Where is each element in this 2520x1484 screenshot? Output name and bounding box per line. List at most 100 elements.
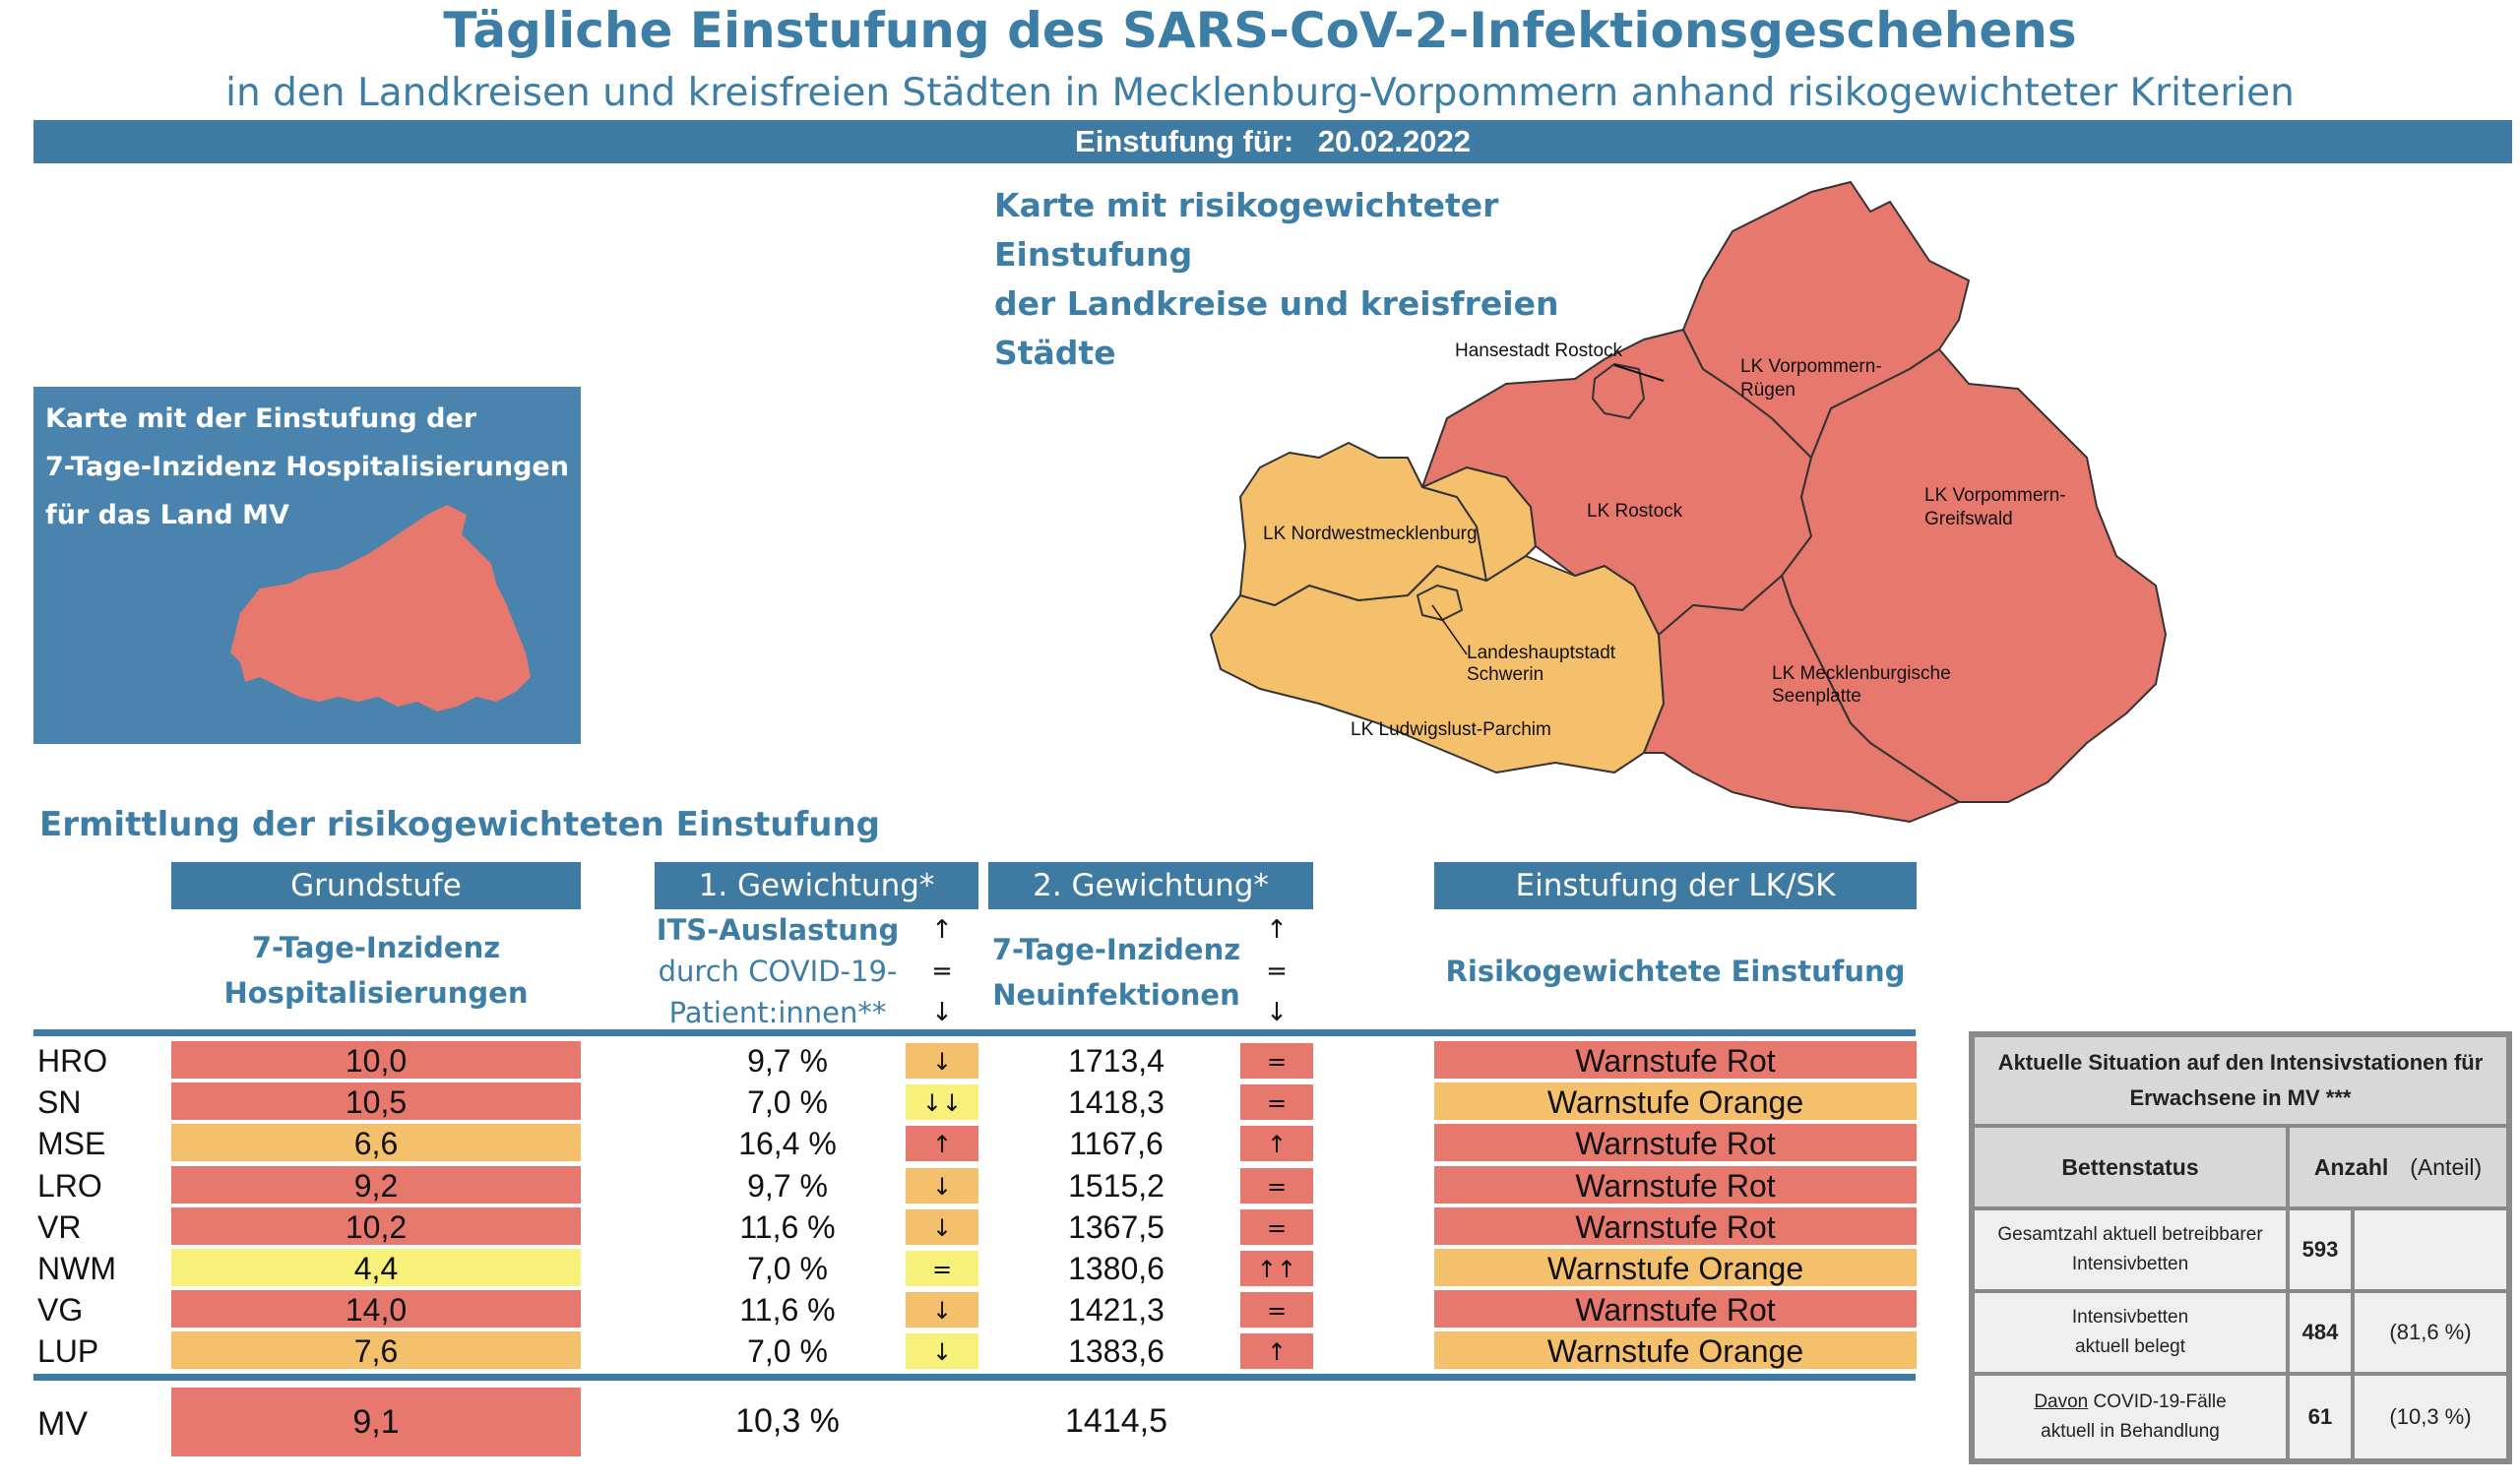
row-warnstufe: Warnstufe Rot	[1434, 1124, 1917, 1161]
icu-title: Aktuelle Situation auf den Intensivstati…	[1975, 1037, 2506, 1124]
row-its-value: 7,0 %	[747, 1084, 828, 1120]
inset-line2: 7-Tage-Inzidenz Hospitalisierungen	[45, 452, 569, 482]
row-its-trend: ↓	[906, 1209, 978, 1245]
row-warnstufe: Warnstufe Rot	[1434, 1290, 1917, 1328]
row-grundstufe-value: 10,0	[171, 1041, 581, 1079]
row-grundstufe-value: 9,2	[171, 1166, 581, 1204]
row-its-value: 16,4 %	[738, 1126, 837, 1161]
legend-inz-down: ↓	[1266, 998, 1288, 1027]
map-region-mse[interactable]	[1643, 575, 1960, 823]
icu-row3-label-1b: COVID-19-Fälle	[2088, 1391, 2227, 1412]
row-code: MSE	[37, 1126, 106, 1161]
row-inzidenz-trend: =	[1240, 1043, 1313, 1079]
row-code: NWM	[37, 1251, 116, 1286]
icu-title-2: Erwachsene in MV ***	[2129, 1085, 2352, 1110]
row-grundstufe-value: 4,4	[171, 1249, 581, 1286]
total-grund: 9,1	[171, 1388, 581, 1456]
map-label-vg-2: Greifswald	[1924, 509, 2013, 529]
inset-map	[230, 505, 531, 711]
icu-table: Aktuelle Situation auf den Intensivstati…	[1969, 1031, 2512, 1464]
row-its-trend: ↓	[906, 1168, 978, 1204]
map-region-hro[interactable]	[1592, 363, 1645, 419]
date-value: 20.02.2022	[1317, 124, 1471, 158]
row-warnstufe: Warnstufe Rot	[1434, 1166, 1917, 1204]
icu-row1-label-1: Gesamtzahl aktuell betreibbarer	[1997, 1224, 2263, 1245]
row-warnstufe: Warnstufe Rot	[1434, 1207, 1917, 1245]
inset-line3: für das Land MV	[45, 500, 289, 530]
row-inzidenz-trend: =	[1240, 1292, 1313, 1328]
row-its-value: 11,6 %	[739, 1292, 836, 1328]
map-label-vr-2: Rügen	[1740, 380, 1796, 401]
page-title: Tägliche Einstufung des SARS-CoV-2-Infek…	[443, 2, 2077, 59]
icu-col-header: Anzahl (Anteil)	[2290, 1128, 2506, 1206]
inset-line1: Karte mit der Einstufung der	[45, 403, 477, 434]
row-grundstufe-value: 10,2	[171, 1207, 581, 1245]
row-inzidenz-value: 1383,6	[1068, 1333, 1165, 1369]
icu-row3-label: Davon COVID-19-Fälle aktuell in Behandlu…	[1975, 1376, 2286, 1458]
row-inzidenz-trend: =	[1240, 1084, 1313, 1120]
total-its: 10,3 %	[735, 1402, 840, 1440]
total-code: MV	[37, 1405, 88, 1443]
subhead-its-1: ITS-Auslastung	[656, 913, 900, 947]
map-heading-line1: Karte mit risikogewichteter Einstufung	[994, 186, 1499, 274]
row-code: HRO	[37, 1043, 108, 1079]
inset-panel: Karte mit der Einstufung der 7-Tage-Inzi…	[33, 387, 581, 744]
row-code: VG	[37, 1292, 84, 1328]
district-map: Hansestadt Rostock LK Vorpommern- Rügen …	[1210, 181, 2167, 823]
icu-row2-label-1: Intensivbetten	[2071, 1307, 2189, 1328]
page-subtitle: in den Landkreisen und kreisfreien Städt…	[225, 71, 2295, 115]
date-label: Einstufung für:	[1075, 124, 1294, 158]
icu-row3-label-1a: Davon	[2034, 1391, 2089, 1412]
inset-map-shape	[230, 505, 531, 711]
col-header-g1: 1. Gewichtung*	[655, 862, 978, 909]
map-label-lup: LK Ludwigslust-Parchim	[1351, 719, 1551, 740]
col-header-g2: 2. Gewichtung*	[988, 862, 1313, 909]
icu-row2-label-2: aktuell belegt	[2075, 1336, 2185, 1357]
row-inzidenz-trend: =	[1240, 1209, 1313, 1245]
legend-its-down: ↓	[931, 998, 953, 1027]
map-label-sn-1: Landeshauptstadt	[1467, 643, 1616, 663]
legend-inz-up: ↑	[1266, 915, 1288, 945]
icu-row2-anzahl: 484	[2290, 1293, 2351, 1372]
row-its-trend: ↓	[906, 1333, 978, 1369]
icu-title-1: Aktuelle Situation auf den Intensivstati…	[1997, 1050, 2484, 1075]
row-code: SN	[37, 1084, 82, 1120]
icu-row3-anteil: (10,3 %)	[2355, 1376, 2506, 1458]
calc-heading: Ermittlung der risikogewichteten Einstuf…	[39, 805, 881, 844]
icu-row1-label-2: Intensivbetten	[2071, 1254, 2189, 1274]
subhead-grund: 7-Tage-Inzidenz Hospitalisierungen	[171, 925, 581, 1016]
map-label-sn-2: Schwerin	[1467, 664, 1544, 685]
map-region-vr[interactable]	[1682, 181, 1970, 459]
subhead-risk: Risikogewichtete Einstufung	[1445, 955, 1906, 988]
icu-row2-anteil: (81,6 %)	[2355, 1293, 2506, 1372]
row-its-trend: ↓	[906, 1043, 978, 1079]
map-label-nwm: LK Nordwestmecklenburg	[1263, 524, 1478, 544]
row-its-trend: ↓↓	[906, 1084, 978, 1120]
row-inzidenz-value: 1380,6	[1068, 1251, 1165, 1286]
row-code: LRO	[37, 1168, 102, 1204]
row-warnstufe: Warnstufe Orange	[1434, 1249, 1917, 1286]
icu-row2-label: Intensivbetten aktuell belegt	[1975, 1293, 2286, 1372]
row-its-value: 7,0 %	[747, 1333, 828, 1369]
map-label-vr-1: LK Vorpommern-	[1740, 356, 1882, 377]
map-heading-line2: der Landkreise und kreisfreien Städte	[994, 284, 1559, 372]
icu-col-anzahl: Anzahl	[2313, 1154, 2389, 1180]
col-header-einstufung: Einstufung der LK/SK	[1434, 862, 1917, 909]
row-its-trend: =	[906, 1251, 978, 1286]
row-grundstufe-value: 10,5	[171, 1082, 581, 1120]
row-grundstufe-value: 6,6	[171, 1124, 581, 1161]
legend-inz: ↑ = ↓	[1240, 909, 1313, 1033]
row-inzidenz-trend: ↑↑	[1240, 1251, 1313, 1286]
inset-text: Karte mit der Einstufung der 7-Tage-Inzi…	[45, 395, 577, 539]
subhead-inz: 7-Tage-Inzidenz Neuinfektionen	[988, 927, 1244, 1018]
map-region-schwerin[interactable]	[1417, 585, 1463, 621]
row-inzidenz-trend: ↑	[1240, 1126, 1313, 1161]
row-inzidenz-value: 1421,3	[1068, 1292, 1165, 1328]
row-its-trend: ↑	[906, 1126, 978, 1161]
map-heading: Karte mit risikogewichteter Einstufung d…	[994, 181, 1624, 378]
row-inzidenz-value: 1515,2	[1068, 1168, 1165, 1204]
legend-its-eq: =	[931, 957, 953, 986]
legend-inz-eq: =	[1266, 957, 1288, 986]
subhead-its: ITS-Auslastung durch COVID-19- Patient:i…	[650, 909, 906, 1033]
subhead-grund-2: Hospitalisierungen	[223, 976, 529, 1010]
